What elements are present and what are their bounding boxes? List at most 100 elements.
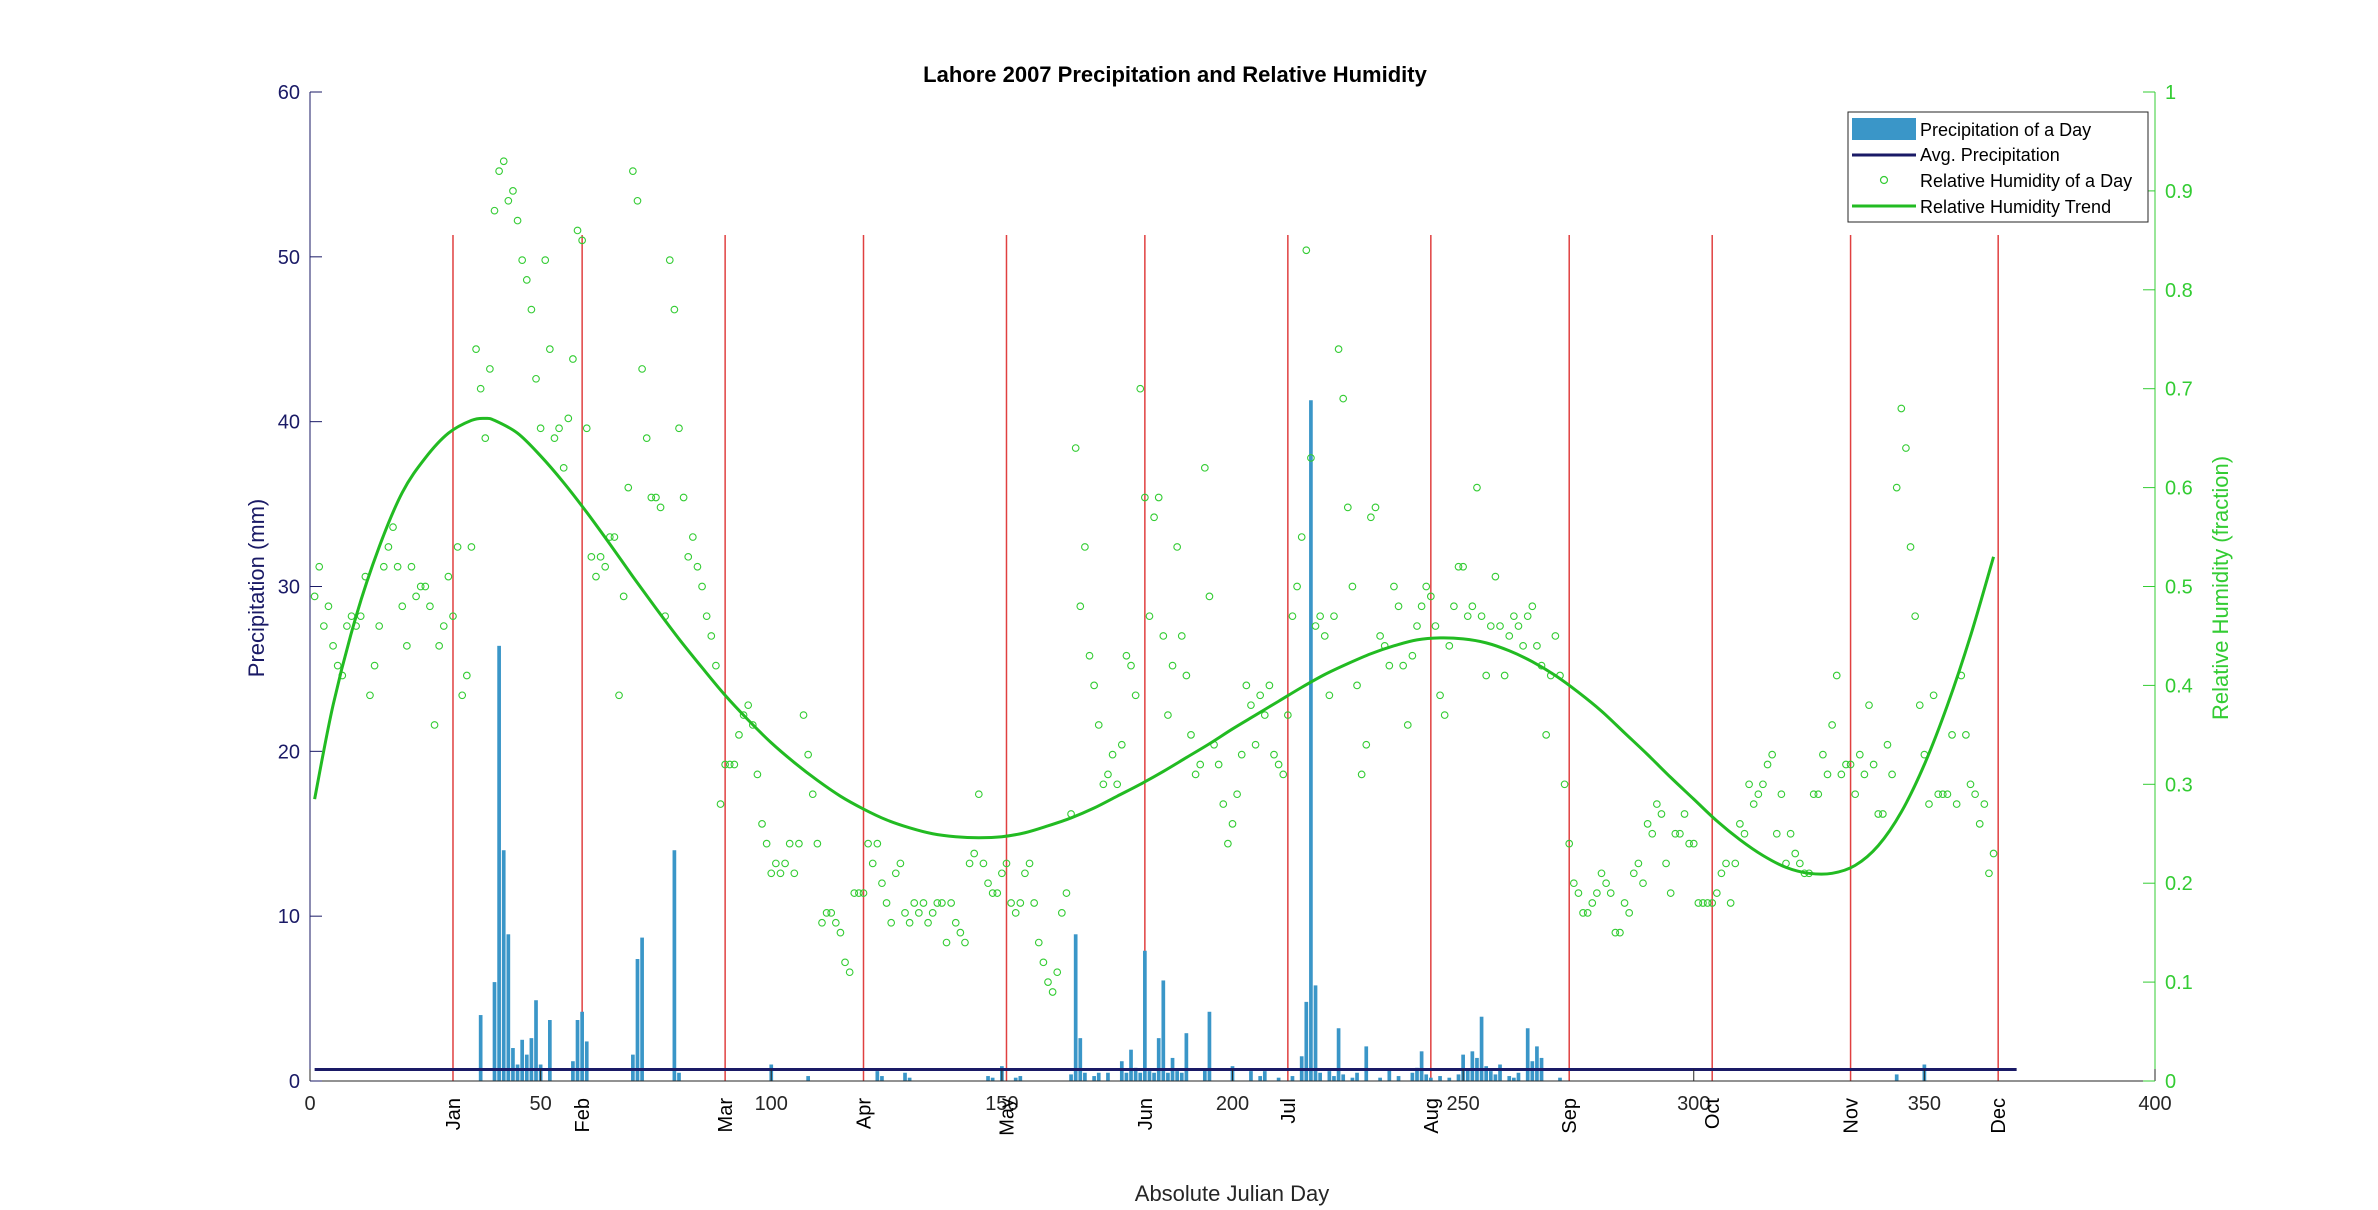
precip-bar [1147,1071,1152,1081]
humidity-point [416,582,425,591]
humidity-point [1200,463,1209,472]
humidity-point [1057,909,1066,917]
humidity-point [1911,612,1919,621]
humidity-point [924,918,932,927]
humidity-point [1634,859,1643,868]
humidity-point [1039,958,1048,967]
precip-bar [1290,1076,1295,1081]
humidity-point [555,424,563,433]
humidity-point [578,236,586,245]
humidity-point [652,493,660,502]
humidity-point [1394,602,1403,611]
humidity-point [1588,899,1597,907]
humidity-point [730,760,739,769]
humidity-point [1754,790,1763,799]
humidity-point [1846,760,1855,769]
humidity-point [841,958,849,967]
month-label-oct: Oct [1702,1098,1724,1130]
humidity-point [1962,730,1970,739]
humidity-point [412,592,420,601]
humidity-point [1491,572,1500,581]
precip-bar [1069,1074,1073,1081]
humidity-point [1680,810,1689,818]
humidity-point [1390,582,1398,591]
humidity-point [707,632,716,640]
precip-bar [1327,1071,1332,1081]
humidity-point [1265,681,1274,690]
humidity-point [1454,562,1463,571]
humidity-point [1523,612,1532,621]
humidity-point [1860,770,1869,779]
humidity-point [1616,928,1624,937]
humidity-point [1316,612,1324,621]
humidity-point [1648,829,1657,838]
legend: Precipitation of a Day Avg. Precipitatio… [1847,111,2149,223]
humidity-point [772,859,780,868]
humidity-point [1620,899,1629,907]
humidity-point [988,889,997,897]
humidity-point [850,889,859,897]
humidity-point [541,256,550,264]
humidity-point [1288,612,1297,621]
humidity-point [1459,562,1467,571]
left-y-tick-label: 40 [278,412,300,434]
precip-bar [1184,1033,1189,1081]
humidity-point [1177,632,1186,640]
humidity-point [1606,889,1615,897]
precip-bar [534,1000,538,1081]
humidity-point [333,661,342,670]
humidity-point [1772,829,1781,838]
humidity-point [781,859,789,868]
humidity-point [1062,889,1071,897]
humidity-point [1431,622,1440,630]
humidity-point [587,552,596,561]
humidity-point [1703,899,1712,907]
humidity-point [974,790,983,799]
humidity-point [1749,800,1758,808]
humidity-point [550,434,559,443]
humidity-point [1274,760,1283,769]
humidity-point [1422,582,1431,591]
humidity-point [1136,384,1145,393]
humidity-point [1025,859,1034,868]
precip-bar [1530,1061,1535,1081]
humidity-point [1413,622,1421,630]
month-label-aug: Aug [1421,1098,1443,1134]
humidity-point [970,849,979,858]
humidity-point [629,167,637,175]
humidity-point [439,622,448,630]
humidity-point [1505,632,1514,640]
humidity-point [1500,671,1509,680]
humidity-point [1224,839,1232,848]
humidity-point [656,503,665,512]
humidity-point [938,899,946,907]
precip-bar [1152,1072,1156,1081]
humidity-point [1892,483,1901,492]
precip-bar [1350,1077,1355,1081]
humidity-point [1117,740,1126,749]
precip-bar [1396,1076,1401,1081]
humidity-point [1034,938,1043,947]
humidity-point [1897,404,1906,413]
humidity-point [1007,899,1015,907]
humidity-point [1081,543,1089,551]
humidity-point [592,572,600,581]
humidity-point [481,434,490,443]
month-label-mar: Mar [715,1098,737,1133]
x-axis-label: Absolute Julian Day [1135,1181,1329,1206]
x-tick-label: 100 [755,1093,788,1115]
humidity-point [642,434,651,443]
humidity-point [1463,612,1472,621]
precip-bar [1456,1074,1461,1081]
humidity-point [1828,721,1836,729]
precip-bar [1318,1072,1322,1081]
x-tick-label: 250 [1446,1093,1479,1115]
humidity-point [1597,869,1606,878]
precip-bar [1096,1072,1101,1081]
humidity-point [1233,790,1241,799]
humidity-point [509,187,517,195]
humidity-point [1938,790,1947,799]
humidity-point [1486,622,1495,630]
x-tick-label: 50 [530,1093,552,1115]
humidity-point [1971,790,1979,799]
